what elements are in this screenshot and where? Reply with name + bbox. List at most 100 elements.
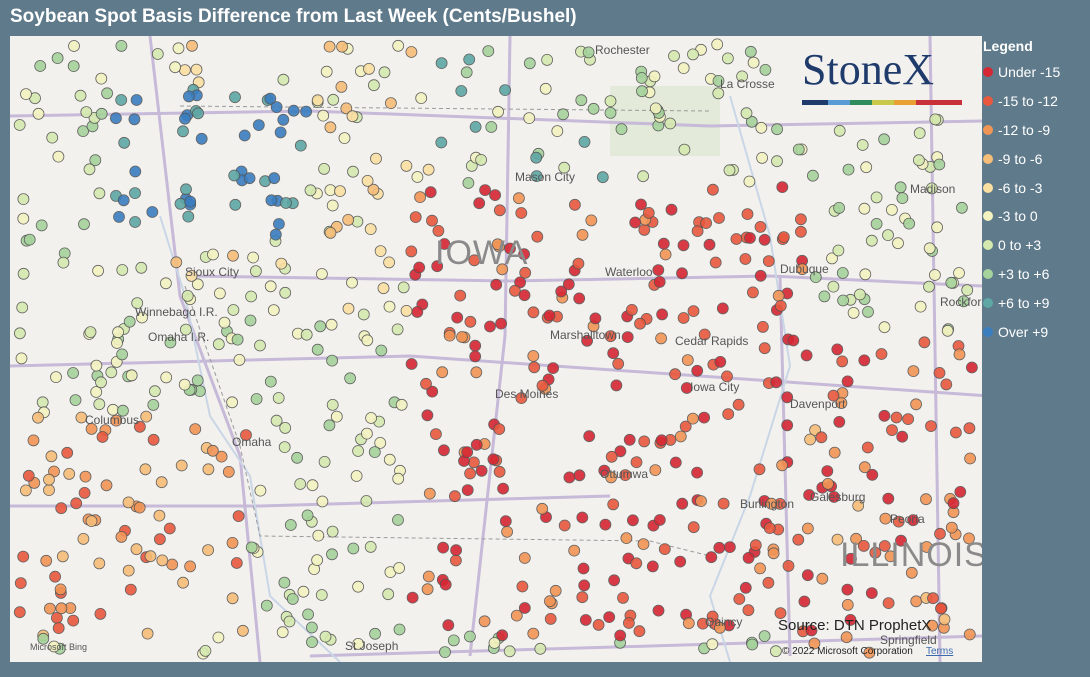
dot xyxy=(828,446,841,459)
legend-item: Over +9 xyxy=(983,317,1060,346)
dot xyxy=(833,415,846,428)
dot xyxy=(95,72,108,85)
dot xyxy=(963,422,976,435)
dot xyxy=(805,624,818,637)
dot xyxy=(79,470,92,483)
dot xyxy=(443,329,456,342)
dot xyxy=(462,177,475,189)
dot xyxy=(226,536,239,549)
dot xyxy=(866,468,879,481)
dot xyxy=(859,268,872,281)
dot xyxy=(816,572,829,585)
dot xyxy=(664,117,677,130)
dot xyxy=(131,297,144,310)
dot xyxy=(95,376,107,389)
legend-item: 0 to +3 xyxy=(983,231,1060,260)
dot xyxy=(620,532,633,545)
dot xyxy=(318,455,331,468)
dot xyxy=(803,489,815,501)
dot xyxy=(563,471,576,484)
dot xyxy=(352,580,365,593)
dot xyxy=(350,470,363,482)
dot xyxy=(489,189,502,202)
dot xyxy=(604,95,617,107)
dot xyxy=(956,201,968,214)
dot xyxy=(432,224,445,237)
dot xyxy=(314,320,327,333)
dot xyxy=(327,93,340,106)
dot xyxy=(375,344,388,357)
legend-label: -12 to -9 xyxy=(998,121,1051,138)
dot xyxy=(78,486,91,499)
dot xyxy=(212,631,225,644)
dot xyxy=(250,393,263,405)
dot xyxy=(781,391,794,404)
dot xyxy=(80,106,93,118)
dot xyxy=(549,584,562,597)
dot xyxy=(153,533,166,546)
dot xyxy=(485,121,498,133)
dot xyxy=(368,446,381,459)
dot xyxy=(714,355,727,368)
dot xyxy=(128,113,141,126)
dot xyxy=(557,108,569,121)
dot xyxy=(93,557,106,570)
dot xyxy=(739,253,752,265)
dot xyxy=(865,234,878,247)
dot xyxy=(277,113,290,126)
dot xyxy=(589,312,602,325)
dot xyxy=(707,183,719,196)
dot xyxy=(821,465,834,478)
dot xyxy=(709,256,722,269)
dot xyxy=(61,446,74,459)
dot xyxy=(227,249,239,262)
dot xyxy=(950,426,962,439)
dot xyxy=(695,495,707,508)
dot xyxy=(945,521,958,534)
legend-items: Under -15 -15 to -12 -12 to -9 -9 to -6 -6 t… xyxy=(983,58,1060,346)
dot xyxy=(374,245,387,258)
legend-label: +3 to +6 xyxy=(998,265,1050,282)
dot xyxy=(679,420,692,433)
terms-link[interactable]: Terms xyxy=(926,646,953,657)
dot xyxy=(596,171,609,184)
dot xyxy=(742,604,755,617)
dot xyxy=(833,201,845,214)
dot xyxy=(677,239,690,252)
dot xyxy=(174,197,187,210)
dot xyxy=(746,638,759,651)
dot xyxy=(326,199,339,212)
dot xyxy=(300,328,313,341)
place-label: Winnebago I.R. xyxy=(135,305,218,319)
dot xyxy=(338,132,351,144)
dot xyxy=(697,617,709,630)
dot xyxy=(744,45,757,58)
dot xyxy=(437,444,450,457)
dot xyxy=(125,369,138,382)
place-label: Cedar Rapids xyxy=(675,334,748,348)
dot xyxy=(51,52,64,65)
dot xyxy=(315,268,328,280)
dot xyxy=(757,320,769,333)
dot xyxy=(776,459,788,472)
dot xyxy=(243,172,256,185)
dot xyxy=(245,290,258,303)
dot xyxy=(426,214,438,227)
dot xyxy=(92,264,104,277)
dot xyxy=(90,359,103,372)
copyright: © 2022 Microsoft Corporation xyxy=(782,646,913,657)
dot xyxy=(27,434,40,447)
dot xyxy=(181,289,194,302)
dot xyxy=(544,595,556,608)
dot xyxy=(170,256,183,269)
dot xyxy=(920,541,933,553)
dot xyxy=(827,389,840,402)
dot xyxy=(115,94,128,106)
dots xyxy=(13,38,978,660)
dot xyxy=(691,466,703,479)
place-label: Columbus xyxy=(85,413,139,427)
dot xyxy=(43,484,55,497)
dot xyxy=(649,464,662,477)
place-label: Rockford xyxy=(940,295,982,309)
dot xyxy=(383,256,396,269)
